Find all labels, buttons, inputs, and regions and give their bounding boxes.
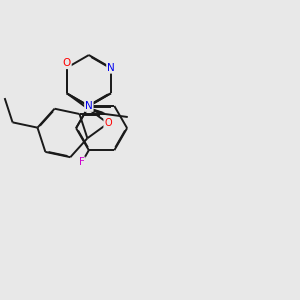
Text: F: F xyxy=(79,157,85,167)
Text: O: O xyxy=(63,58,71,68)
Text: O: O xyxy=(104,118,112,128)
Text: N: N xyxy=(85,101,93,111)
Text: N: N xyxy=(107,63,115,73)
